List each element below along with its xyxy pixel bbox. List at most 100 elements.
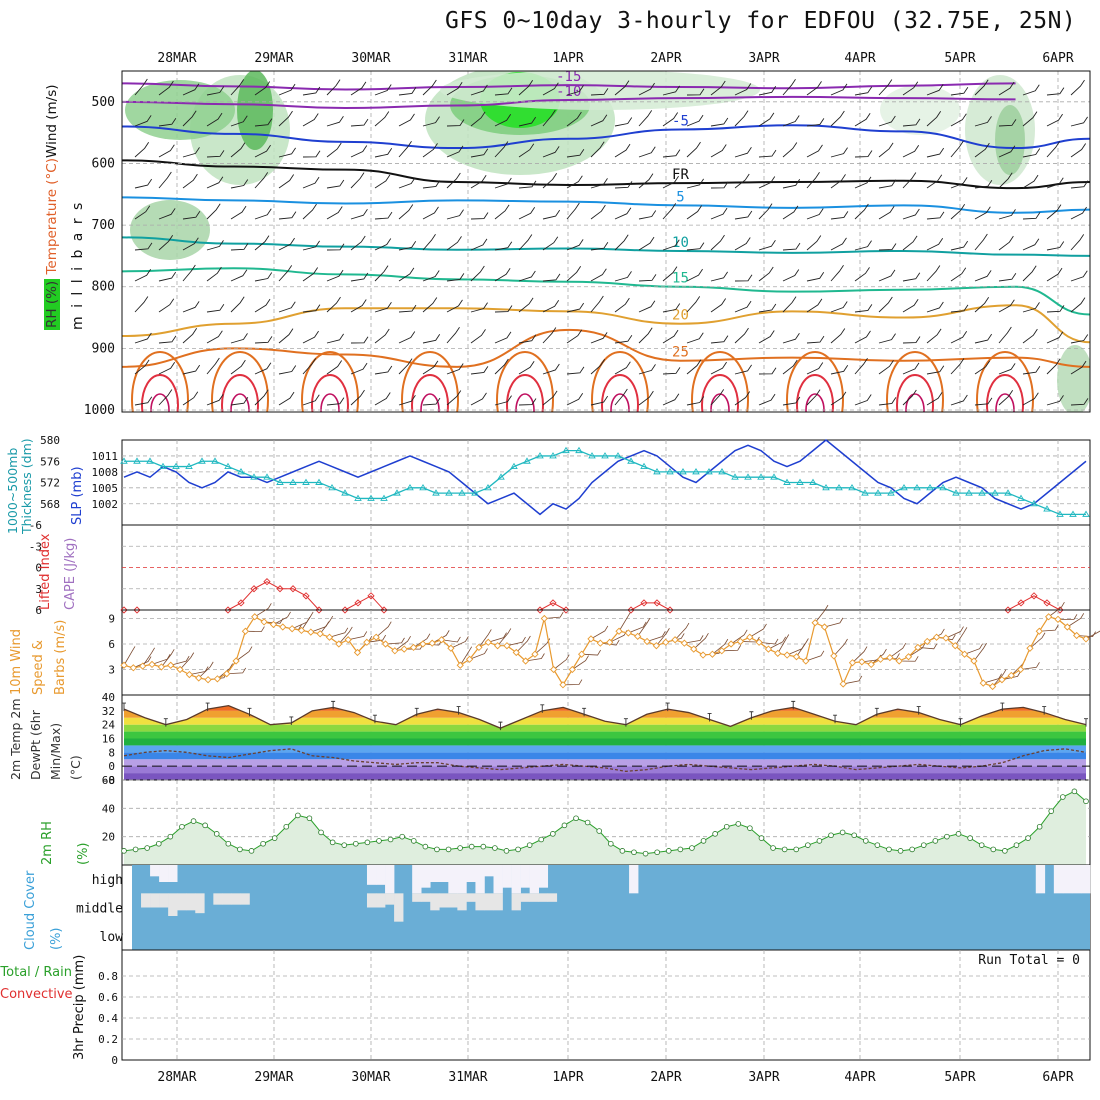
wind10-point [568,665,576,674]
wind10-point [363,638,371,646]
lifted-index-point [315,606,323,614]
wind-barb [638,82,655,96]
wind-barb [254,81,271,96]
wind-barb [1046,177,1064,189]
cloud-cell [439,865,449,882]
rh2m-point [237,846,243,853]
legend-rh: RH (%) [44,278,60,330]
wind10-barb [553,654,570,670]
slp-line [123,439,1087,516]
thickness-point [1082,510,1090,517]
wind-barb [974,179,993,189]
wind-barb [950,331,968,344]
wind-barb [350,235,366,251]
wind-barb [254,389,269,406]
wind-barb [950,358,965,375]
wind-barb [1022,328,1038,344]
wind10-barb [880,653,900,660]
wind-barb [662,266,678,282]
wind-barb [470,175,487,189]
rh2m-point [920,842,927,848]
wind-barb [710,234,725,251]
wind10-barb [413,633,431,648]
cloud-cell [529,865,539,894]
wind10-point [1073,631,1081,640]
warm-core-contour [786,351,844,412]
warm-core-contour [496,351,554,412]
wind10-barb [590,625,609,640]
precip-run-total: Run Total = 0 [978,953,1080,968]
wind-barb [662,239,680,251]
wind-barb [422,180,441,189]
thickness-point [952,489,960,496]
rh2m-point [828,832,834,839]
wind-barb [1046,113,1063,127]
wind10-barb [291,616,311,630]
wind-barb [422,206,439,220]
warm-core-contour [976,351,1034,412]
thickness-point [198,457,206,464]
wind-barb [1070,143,1087,158]
wind-barb [830,264,844,282]
wind-barb [902,81,919,96]
rh2m-point [631,849,637,856]
thickness-point [315,478,323,485]
temp-minmax-marker [163,718,168,727]
cloud-cell [385,893,395,905]
rh2m-point [874,842,881,848]
wind-barb [182,301,200,313]
wind-barb [470,84,488,96]
wind-barb [302,358,317,375]
wind-barb [614,117,633,127]
wind-barb [350,272,369,282]
wind10-barb [123,646,136,666]
thickness-point [1069,510,1077,517]
warm-core-contour [211,351,269,412]
rh-shade-area [440,71,760,110]
wind10-point [297,626,306,635]
wind-barb [302,304,321,313]
thickness-point [211,457,219,464]
wind-barb [782,205,799,220]
wind-barb [374,365,393,375]
wind10-barb [796,638,809,657]
wind-barb [326,206,343,220]
wind-barb [182,364,201,375]
rh2m-point [596,828,603,834]
lifted-index-point [263,578,271,586]
temp-tick-label: 0 [108,760,115,773]
wind-barb [1022,302,1040,313]
wind10-point [391,647,399,655]
thickness-point [172,462,180,470]
wind-barb [206,86,225,96]
wind10-point [820,623,829,631]
wind10-barb [899,656,919,662]
wind10-point [587,635,595,643]
wind10-point [867,660,875,669]
cloud-cell [376,893,386,908]
wind10-point [465,655,474,663]
wind-barb [566,266,582,282]
wind10-barb [852,646,868,663]
wind10-barb [992,669,1007,687]
rh2m-area [124,791,1086,865]
date-label-top: 31MAR [448,51,487,66]
temp-tick-label: 24 [102,719,116,732]
wind10-barb [749,623,767,638]
wind-barb [350,81,367,96]
wind10-point [232,657,240,665]
rh2m-point [190,818,197,824]
wind-barb [350,336,369,344]
wind10-barb [945,626,964,639]
date-label-bottom: 6APR [1042,1070,1073,1085]
thickness-point [757,473,765,480]
rh2m-point [781,846,788,853]
wind-barb [542,327,557,344]
rh2m-point [271,835,278,841]
wind10-point [811,619,819,627]
warm-core-contour [896,374,934,412]
wind-barb [614,143,631,158]
warm-core-contour [796,374,834,412]
thickness-point [302,478,310,485]
lifted-index-point [1030,592,1038,600]
